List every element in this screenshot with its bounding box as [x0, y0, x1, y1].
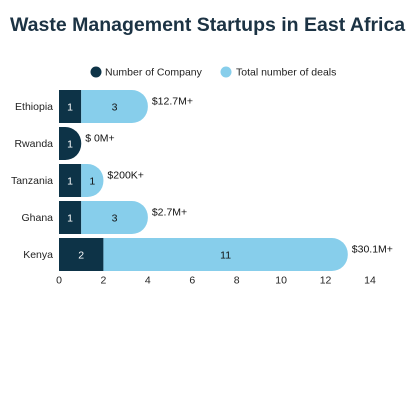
bar-value-label: 11 [220, 250, 231, 262]
bar-value-label: 2 [78, 250, 84, 262]
x-tick-label: 10 [275, 275, 287, 287]
legend-label-1: Number of Company [105, 67, 203, 79]
bar-annotation: $2.7M+ [152, 207, 187, 219]
bar-value-label: 1 [67, 102, 73, 114]
bar-deals [103, 238, 348, 271]
bar-value-label: 3 [112, 213, 118, 225]
legend-marker-2 [220, 66, 232, 78]
x-tick-label: 6 [189, 275, 195, 287]
bar-company [59, 164, 82, 197]
x-tick-label: 14 [364, 275, 376, 287]
bar-company [59, 90, 82, 123]
legend-marker-1 [90, 66, 102, 78]
category-label: Rwanda [14, 138, 53, 150]
bar-deals [81, 90, 148, 123]
x-tick-label: 0 [56, 275, 62, 287]
category-label: Kenya [23, 249, 53, 261]
bar-value-label: 3 [112, 102, 118, 114]
bar-annotation: $200K+ [107, 170, 144, 182]
category-label: Ethiopia [15, 101, 53, 113]
bar-company [59, 127, 82, 160]
bar-annotation: $30.1M+ [352, 244, 393, 256]
legend-label-2: Total number of deals [236, 67, 336, 79]
bar-value-label: 1 [67, 176, 73, 188]
category-label: Tanzania [11, 175, 53, 187]
bar-deals [81, 201, 148, 234]
bar-value-label: 1 [89, 176, 95, 188]
x-tick-label: 12 [320, 275, 332, 287]
x-tick-label: 2 [101, 275, 107, 287]
x-tick-label: 8 [234, 275, 240, 287]
bar-company [59, 238, 104, 271]
bar-value-label: 1 [67, 213, 73, 225]
bar-annotation: $12.7M+ [152, 96, 193, 108]
chart-title: Waste Management Startups in East Africa [10, 14, 406, 36]
x-tick-label: 4 [145, 275, 151, 287]
bar-deals [81, 164, 104, 197]
category-label: Ghana [21, 212, 53, 224]
bar-annotation: $ 0M+ [85, 133, 114, 145]
bar-value-label: 1 [67, 139, 73, 151]
bar-company [59, 201, 82, 234]
